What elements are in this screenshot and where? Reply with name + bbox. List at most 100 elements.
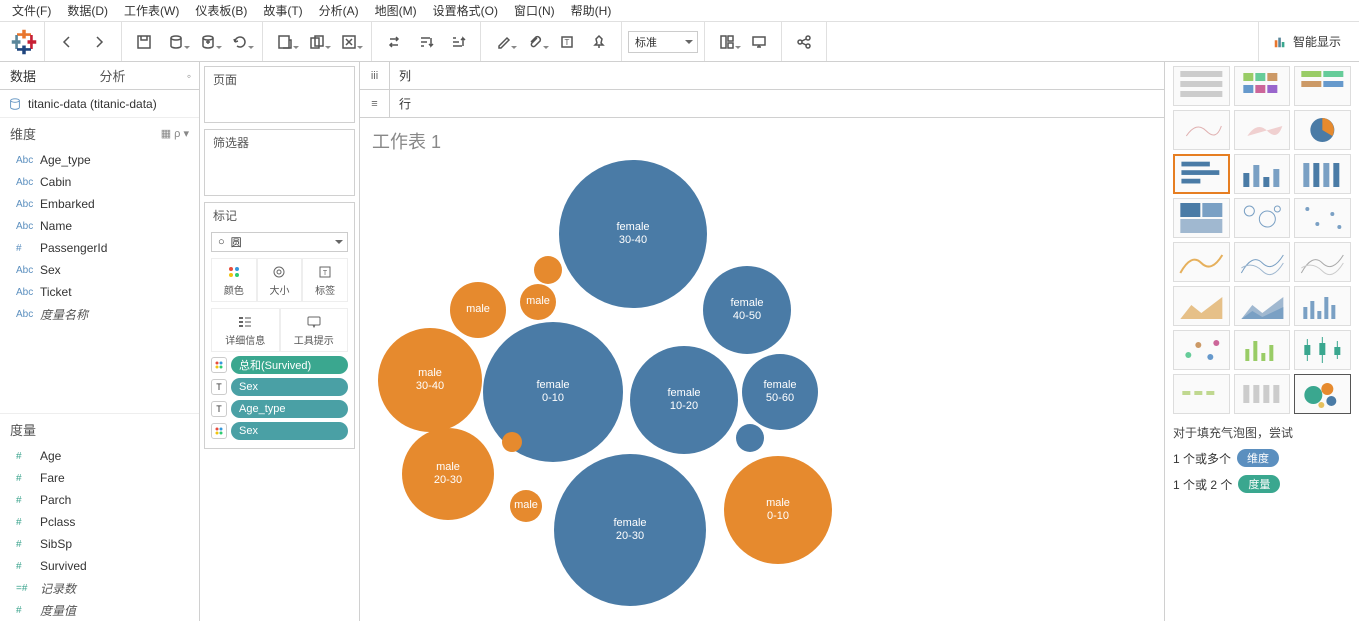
rows-shelf[interactable]: ≡ 行 xyxy=(360,90,1164,118)
chart-type-thumb[interactable] xyxy=(1173,154,1230,194)
pill-row[interactable]: 总和(Survived) xyxy=(211,356,348,374)
menu-item[interactable]: 仪表板(B) xyxy=(187,0,255,21)
swap-icon[interactable] xyxy=(378,28,410,56)
bubble[interactable] xyxy=(502,432,522,452)
menu-item[interactable]: 工作表(W) xyxy=(116,0,187,21)
field-item[interactable]: AbcName xyxy=(0,215,199,237)
field-item[interactable]: AbcAge_type xyxy=(0,149,199,171)
mark-type-dropdown[interactable]: ○ 圆 xyxy=(211,232,348,252)
chart-type-thumb[interactable] xyxy=(1234,374,1291,414)
chart-type-thumb[interactable] xyxy=(1294,286,1351,326)
chart-type-thumb[interactable] xyxy=(1294,110,1351,150)
menu-item[interactable]: 帮助(H) xyxy=(563,0,620,21)
chart-type-thumb[interactable] xyxy=(1234,286,1291,326)
columns-shelf[interactable]: iii 列 xyxy=(360,62,1164,90)
mark-tooltip[interactable]: 工具提示 xyxy=(280,308,349,352)
field-item[interactable]: #Fare xyxy=(0,467,199,489)
clear-icon[interactable] xyxy=(333,28,365,56)
chart-type-thumb[interactable] xyxy=(1234,154,1291,194)
menu-item[interactable]: 窗口(N) xyxy=(506,0,563,21)
bubble[interactable]: female40-50 xyxy=(703,266,791,354)
sort-desc-icon[interactable] xyxy=(442,28,474,56)
label-icon[interactable]: T xyxy=(551,28,583,56)
bubble[interactable]: male20-30 xyxy=(402,428,494,520)
field-item[interactable]: AbcSex xyxy=(0,259,199,281)
mark-size[interactable]: 大小 xyxy=(257,258,303,302)
field-item[interactable]: AbcTicket xyxy=(0,281,199,303)
chart-type-thumb[interactable] xyxy=(1173,330,1230,370)
field-item[interactable]: #Parch xyxy=(0,489,199,511)
menu-item[interactable]: 地图(M) xyxy=(367,0,425,21)
bubble[interactable]: female50-60 xyxy=(742,354,818,430)
chart-type-thumb[interactable] xyxy=(1234,66,1291,106)
pane-menu-icon[interactable]: ◦ xyxy=(179,62,199,89)
bubble[interactable] xyxy=(736,424,764,452)
chart-type-thumb[interactable] xyxy=(1294,66,1351,106)
chart-type-thumb[interactable] xyxy=(1173,66,1230,106)
bubble[interactable]: female30-40 xyxy=(559,160,707,308)
show-me-tab[interactable]: 智能显示 xyxy=(1258,22,1355,61)
bubble[interactable]: female10-20 xyxy=(630,346,738,454)
new-datasource-icon[interactable] xyxy=(160,28,192,56)
chart-type-thumb[interactable] xyxy=(1294,198,1351,238)
chart-type-thumb[interactable] xyxy=(1173,110,1230,150)
save-icon[interactable] xyxy=(128,28,160,56)
bubble[interactable]: male xyxy=(520,284,556,320)
highlight-icon[interactable] xyxy=(487,28,519,56)
bubble[interactable]: male30-40 xyxy=(378,328,482,432)
field-item[interactable]: Abc度量名称 xyxy=(0,303,199,325)
autosave-icon[interactable] xyxy=(192,28,224,56)
mark-color[interactable]: 颜色 xyxy=(211,258,257,302)
field-item[interactable]: #Age xyxy=(0,445,199,467)
bubble[interactable]: male xyxy=(510,490,542,522)
chart-type-thumb[interactable] xyxy=(1294,330,1351,370)
new-worksheet-icon[interactable] xyxy=(269,28,301,56)
field-item[interactable]: AbcEmbarked xyxy=(0,193,199,215)
chart-type-thumb[interactable] xyxy=(1234,110,1291,150)
show-cards-icon[interactable] xyxy=(711,28,743,56)
pin-icon[interactable] xyxy=(583,28,615,56)
datasource-row[interactable]: titanic-data (titanic-data) xyxy=(0,90,199,118)
attach-icon[interactable] xyxy=(519,28,551,56)
chart-type-thumb[interactable] xyxy=(1234,330,1291,370)
mark-detail[interactable]: 详细信息 xyxy=(211,308,280,352)
chart-type-thumb[interactable] xyxy=(1173,286,1230,326)
refresh-icon[interactable] xyxy=(224,28,256,56)
pill-row[interactable]: Sex xyxy=(211,422,348,440)
tableau-logo-icon[interactable] xyxy=(10,28,38,56)
chart-type-thumb[interactable] xyxy=(1173,198,1230,238)
field-item[interactable]: AbcCabin xyxy=(0,171,199,193)
pill-row[interactable]: TAge_type xyxy=(211,400,348,418)
menu-item[interactable]: 故事(T) xyxy=(255,0,310,21)
field-item[interactable]: #SibSp xyxy=(0,533,199,555)
field-item[interactable]: #PassengerId xyxy=(0,237,199,259)
field-item[interactable]: #Pclass xyxy=(0,511,199,533)
tab-data[interactable]: 数据 xyxy=(0,62,90,89)
share-icon[interactable] xyxy=(788,28,820,56)
field-item[interactable]: =#记录数 xyxy=(0,577,199,599)
forward-icon[interactable] xyxy=(83,28,115,56)
chart-type-thumb[interactable] xyxy=(1234,242,1291,282)
menu-item[interactable]: 分析(A) xyxy=(311,0,367,21)
chart-type-thumb[interactable] xyxy=(1294,154,1351,194)
bubble[interactable]: male xyxy=(450,282,506,338)
sort-asc-icon[interactable] xyxy=(410,28,442,56)
chart-type-thumb[interactable] xyxy=(1294,242,1351,282)
menu-item[interactable]: 设置格式(O) xyxy=(425,0,506,21)
dimensions-toolbar[interactable]: ▦ ρ ▾ xyxy=(161,127,189,140)
menu-item[interactable]: 数据(D) xyxy=(59,0,116,21)
menu-item[interactable]: 文件(F) xyxy=(4,0,59,21)
presentation-icon[interactable] xyxy=(743,28,775,56)
bubble[interactable] xyxy=(534,256,562,284)
pill-row[interactable]: TSex xyxy=(211,378,348,396)
field-item[interactable]: #Survived xyxy=(0,555,199,577)
duplicate-icon[interactable] xyxy=(301,28,333,56)
bubble[interactable]: male0-10 xyxy=(724,456,832,564)
fit-dropdown[interactable]: 标准 xyxy=(628,31,698,53)
chart-type-thumb[interactable] xyxy=(1234,198,1291,238)
chart-type-thumb[interactable] xyxy=(1173,242,1230,282)
bubble[interactable]: female20-30 xyxy=(554,454,706,606)
mark-label[interactable]: T标签 xyxy=(302,258,348,302)
back-icon[interactable] xyxy=(51,28,83,56)
chart-type-thumb[interactable] xyxy=(1173,374,1230,414)
